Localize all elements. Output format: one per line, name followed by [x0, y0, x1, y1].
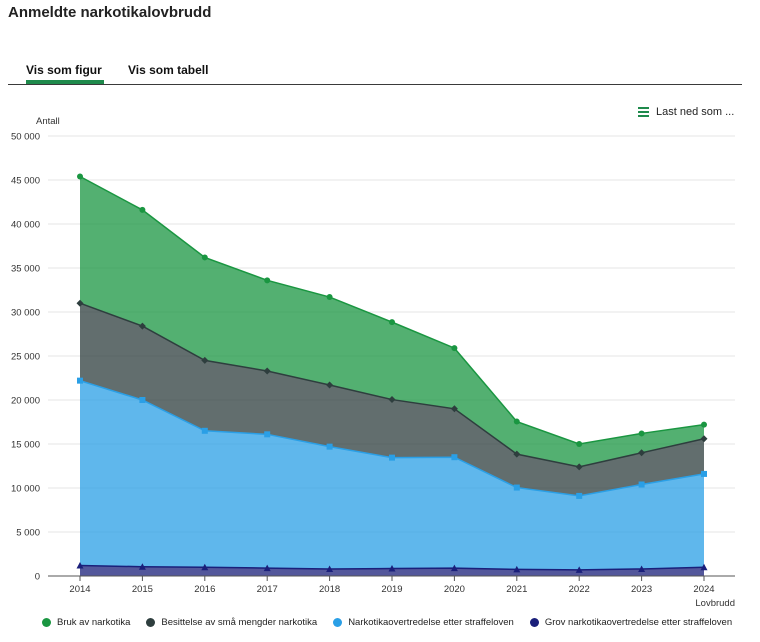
- point-overtredelse: [451, 454, 458, 461]
- legend-item-grov[interactable]: Grov narkotikaovertredelse etter straffe…: [529, 617, 733, 628]
- page-title: Anmeldte narkotikalovbrudd: [8, 4, 212, 21]
- point-bruk: [638, 430, 645, 437]
- legend-item-overtredelse[interactable]: Narkotikaovertredelse etter straffeloven: [333, 617, 514, 628]
- point-grov: [201, 563, 209, 571]
- point-bruk: [576, 441, 583, 447]
- legend-label: Besittelse av små mengder narkotika: [161, 617, 318, 628]
- point-grov: [138, 563, 146, 570]
- legend-label: Narkotikaovertredelse etter straffeloven: [348, 617, 514, 628]
- point-besittelse: [388, 396, 396, 404]
- y-axis-label: Antall: [36, 116, 60, 127]
- point-bruk: [77, 173, 83, 180]
- point-overtredelse: [513, 484, 520, 491]
- area-layer: [80, 176, 704, 576]
- point-bruk: [264, 277, 271, 284]
- menu-icon: [638, 105, 649, 119]
- x-tick-label: 2020: [444, 584, 465, 595]
- y-tick-label: 5 000: [16, 528, 40, 539]
- point-grov: [326, 565, 334, 572]
- point-besittelse: [513, 450, 521, 458]
- point-besittelse: [201, 356, 209, 364]
- y-tick-label: 25 000: [11, 352, 40, 363]
- legend-item-bruk[interactable]: Bruk av narkotika: [42, 617, 130, 628]
- point-bruk: [326, 294, 333, 301]
- point-overtredelse: [326, 443, 333, 450]
- point-besittelse: [76, 299, 84, 307]
- legend-marker: [146, 618, 156, 627]
- legend-marker: [529, 618, 539, 627]
- point-overtredelse: [389, 454, 395, 461]
- point-overtredelse: [701, 470, 707, 477]
- export-label: Last ned som ...: [656, 106, 735, 118]
- point-besittelse: [575, 463, 583, 471]
- area-overtredelse: [80, 380, 704, 570]
- point-overtredelse: [139, 397, 146, 403]
- point-besittelse: [326, 381, 334, 389]
- x-tick-label: 2018: [319, 584, 340, 595]
- point-besittelse: [638, 449, 646, 457]
- x-tick-label: 2019: [381, 584, 402, 595]
- x-tick-label: 2014: [69, 584, 90, 595]
- point-grov: [388, 565, 396, 572]
- view-tabs: Vis som figur Vis som tabell: [8, 62, 742, 85]
- x-tick-label: 2022: [569, 584, 590, 595]
- export-menu-button[interactable]: Last ned som ...: [638, 105, 734, 119]
- point-overtredelse: [576, 492, 583, 499]
- point-overtredelse: [201, 427, 208, 434]
- point-bruk: [451, 345, 458, 352]
- legend-label: Bruk av narkotika: [57, 617, 131, 628]
- point-grov: [575, 566, 583, 573]
- point-grov: [263, 564, 271, 572]
- point-overtredelse: [77, 377, 83, 384]
- y-tick-label: 0: [35, 572, 40, 583]
- legend-marker: [333, 618, 343, 627]
- point-bruk: [389, 319, 395, 326]
- x-tick-label: 2021: [506, 584, 527, 595]
- y-tick-label: 20 000: [11, 396, 40, 407]
- x-tick-label: 2017: [257, 584, 278, 595]
- point-overtredelse: [638, 481, 645, 488]
- point-grov: [450, 564, 458, 572]
- y-tick-label: 30 000: [11, 308, 40, 319]
- tab-figure[interactable]: Vis som figur: [26, 62, 104, 84]
- chart-legend: Bruk av narkotika Besittelse av små mengd…: [42, 617, 748, 628]
- point-grov: [513, 565, 521, 573]
- point-grov: [638, 565, 646, 572]
- y-tick-label: 10 000: [11, 484, 40, 495]
- point-overtredelse: [264, 431, 271, 438]
- area-bruk: [80, 176, 704, 467]
- point-besittelse: [138, 322, 146, 330]
- point-bruk: [201, 254, 208, 261]
- point-grov: [700, 563, 708, 571]
- point-besittelse: [263, 367, 271, 375]
- y-tick-label: 35 000: [11, 264, 40, 275]
- legend-marker: [42, 618, 51, 627]
- legend-item-besittelse[interactable]: Besittelse av små mengder narkotika: [146, 617, 317, 628]
- point-bruk: [139, 206, 146, 213]
- point-besittelse: [450, 405, 458, 413]
- tab-table[interactable]: Vis som tabell: [128, 63, 209, 77]
- point-bruk: [701, 421, 707, 428]
- x-tick-label: 2024: [693, 584, 714, 595]
- x-axis-label: Lovbrudd: [695, 598, 735, 609]
- x-tick-label: 2016: [194, 584, 215, 595]
- y-tick-label: 50 000: [11, 132, 40, 143]
- x-tick-label: 2023: [631, 584, 652, 595]
- y-tick-label: 15 000: [11, 440, 40, 451]
- point-grov: [76, 561, 84, 569]
- point-bruk: [513, 418, 520, 425]
- point-besittelse: [700, 435, 708, 443]
- y-tick-label: 40 000: [11, 220, 40, 231]
- y-tick-label: 45 000: [11, 176, 40, 187]
- x-tick-label: 2015: [132, 584, 153, 595]
- legend-label: Grov narkotikaovertredelse etter straffe…: [544, 617, 733, 628]
- stacked-area-chart: 0 5 000 10 000 15 000 20 000 25 000 30 000 35 0…: [11, 116, 735, 609]
